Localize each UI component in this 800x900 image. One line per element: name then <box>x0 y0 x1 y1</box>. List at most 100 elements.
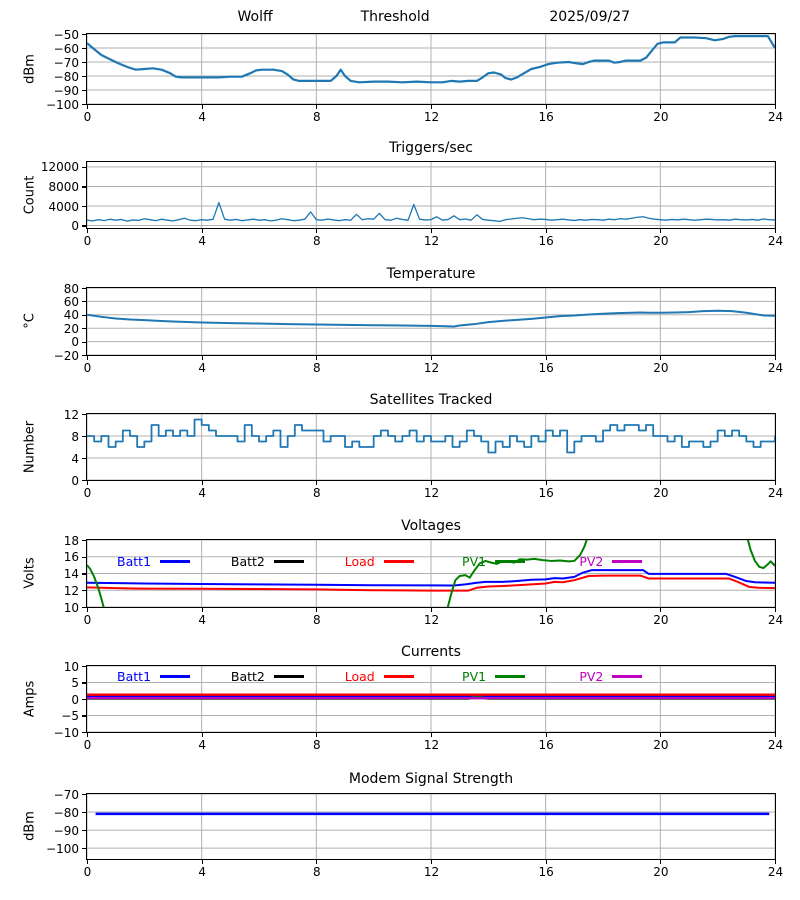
y-tick-mark <box>82 328 86 330</box>
y-tick-mark <box>82 301 86 303</box>
y-tick-label: −70 <box>53 787 79 802</box>
x-tick-label: 4 <box>198 486 206 500</box>
axes-voltages <box>86 539 776 608</box>
x-tick-mark <box>430 229 433 233</box>
x-tick-mark <box>430 481 433 485</box>
legend-item-batt1: Batt1 <box>117 554 191 569</box>
x-tick-mark <box>774 105 777 109</box>
y-tick-mark <box>82 556 86 558</box>
y-tick-label: 10 <box>63 600 79 615</box>
y-tick-label: 40 <box>63 308 79 323</box>
series-pv1-volts <box>746 540 775 570</box>
x-tick-mark <box>774 608 777 612</box>
legend-label: Batt2 <box>230 554 265 569</box>
y-tick-mark <box>82 314 86 316</box>
x-tick-mark <box>545 608 547 612</box>
x-tick-mark <box>660 481 662 485</box>
x-tick-mark <box>201 481 203 485</box>
y-tick-mark <box>82 103 86 106</box>
legend-label: PV1 <box>462 669 487 684</box>
legend-item-load: Load <box>345 554 414 569</box>
x-tick-label: 24 <box>767 738 784 752</box>
legend-line-swatch <box>160 560 191 563</box>
x-tick-label: 20 <box>653 110 669 124</box>
legend-item-pv2: PV2 <box>579 669 643 684</box>
series-triggers <box>87 201 775 223</box>
axes-signal-threshold <box>86 33 776 105</box>
axes-currents <box>86 665 776 733</box>
legend-line-swatch <box>383 675 414 678</box>
y-tick-label: −90 <box>53 823 79 838</box>
legend-item-load: Load <box>345 669 414 684</box>
x-tick-label: 24 <box>767 486 784 500</box>
y-tick-label: −100 <box>46 841 79 856</box>
x-tick-mark <box>430 733 433 737</box>
x-tick-label: 24 <box>767 110 784 124</box>
x-tick-mark <box>660 860 662 864</box>
x-tick-label: 20 <box>653 486 669 500</box>
x-tick-mark <box>660 608 662 612</box>
series-signal <box>87 35 775 84</box>
x-tick-label: 8 <box>313 361 321 375</box>
axes-temperature <box>86 287 776 356</box>
x-tick-mark <box>545 356 547 360</box>
panel-currents-title: Currents <box>401 644 461 660</box>
y-tick-label: −80 <box>53 69 79 84</box>
series-load-volts <box>87 574 775 592</box>
legend-line-swatch <box>612 560 643 563</box>
x-tick-mark <box>545 860 547 864</box>
x-tick-mark <box>774 229 777 233</box>
x-tick-label: 4 <box>198 234 206 248</box>
y-tick-label: 12 <box>63 407 79 422</box>
series-temperature <box>87 309 775 328</box>
y-tick-mark <box>82 205 86 208</box>
y-tick-mark <box>82 731 86 734</box>
x-tick-mark <box>545 733 547 737</box>
y-tick-mark <box>82 811 86 814</box>
y-tick-label: 0 <box>71 473 79 488</box>
x-tick-label: 20 <box>653 613 669 627</box>
y-tick-mark <box>82 539 86 542</box>
axes-modem <box>86 793 776 860</box>
x-tick-mark <box>201 608 203 612</box>
x-tick-mark <box>430 356 433 360</box>
panel-voltages-title: Voltages <box>401 518 461 534</box>
x-tick-label: 20 <box>653 865 669 879</box>
x-tick-label: 8 <box>313 110 321 124</box>
x-tick-mark <box>201 860 203 864</box>
x-tick-mark <box>660 105 662 109</box>
x-tick-label: 4 <box>198 361 206 375</box>
x-tick-mark <box>545 229 547 233</box>
x-tick-label: 4 <box>198 865 206 879</box>
legend-label: PV1 <box>462 554 487 569</box>
x-tick-label: 8 <box>313 865 321 879</box>
panel-triggers-title: Triggers/sec <box>389 140 473 156</box>
y-tick-label: 60 <box>63 294 79 309</box>
x-tick-mark <box>86 733 89 737</box>
x-tick-label: 12 <box>423 234 440 248</box>
y-tick-label: −5 <box>61 709 79 723</box>
x-tick-mark <box>430 105 433 109</box>
x-tick-mark <box>86 229 89 233</box>
x-tick-mark <box>430 608 433 612</box>
date-title: 2025/09/27 <box>549 9 631 25</box>
x-tick-mark <box>316 356 318 360</box>
legend-item-pv1: PV1 <box>462 554 526 569</box>
x-tick-label: 24 <box>767 234 784 248</box>
y-tick-mark <box>82 573 86 575</box>
y-tick-label: −90 <box>53 83 79 98</box>
x-tick-mark <box>316 608 318 612</box>
x-tick-mark <box>430 860 433 864</box>
x-tick-label: 0 <box>83 865 92 879</box>
y-tick-label: −60 <box>53 41 79 56</box>
x-tick-label: 12 <box>423 865 440 879</box>
legend-line-swatch <box>383 560 414 563</box>
axes-triggers <box>86 161 776 229</box>
y-tick-label: 8000 <box>48 179 79 194</box>
legend-label: Batt1 <box>117 669 152 684</box>
y-tick-mark <box>82 479 86 482</box>
x-tick-mark <box>774 356 777 360</box>
x-tick-label: 12 <box>423 738 440 752</box>
y-tick-mark <box>82 341 86 343</box>
y-tick-label: 0 <box>71 219 79 234</box>
